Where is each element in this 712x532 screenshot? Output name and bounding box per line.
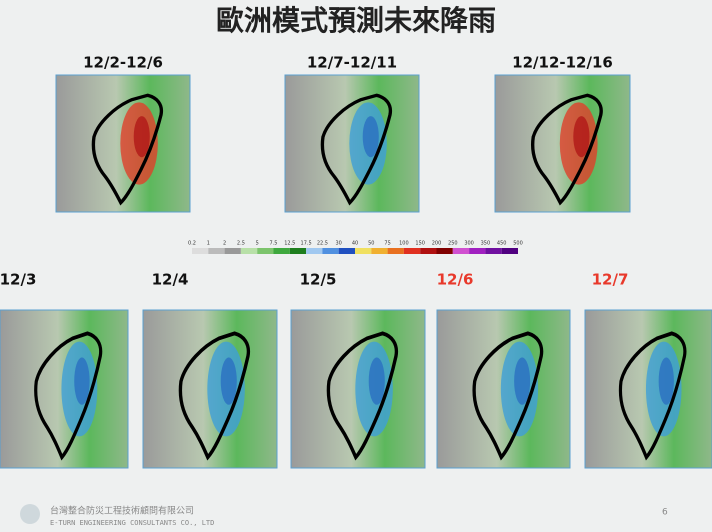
rain-core xyxy=(514,357,531,405)
legend-tick: 12.5 xyxy=(284,241,295,247)
rain-map xyxy=(290,309,426,469)
legend-swatch xyxy=(485,248,502,254)
legend-tick: 350 xyxy=(481,241,491,247)
legend-tick: 75 xyxy=(384,241,390,247)
legend-swatch xyxy=(469,248,486,254)
legend-swatch xyxy=(452,248,470,254)
legend-swatch xyxy=(420,248,437,254)
legend-tick: 2 xyxy=(223,241,226,247)
day-label: 12/3 xyxy=(0,271,36,289)
legend-swatch xyxy=(436,248,453,254)
legend-swatch xyxy=(322,248,339,254)
company-name-en: E-TURN ENGINEERING CONSULTANTS CO., LTD xyxy=(50,519,214,527)
rain-map xyxy=(55,74,191,213)
slide-title: 歐洲模式預測未來降雨 xyxy=(216,4,496,37)
day-label: 12/6 xyxy=(437,271,474,289)
legend-swatch xyxy=(192,248,209,254)
legend-tick: 100 xyxy=(399,241,409,247)
legend-tick: 30 xyxy=(336,241,342,247)
legend-tick: 2.5 xyxy=(237,241,245,247)
rain-core xyxy=(362,116,379,158)
legend-tick: 1 xyxy=(207,241,210,247)
rain-core xyxy=(133,116,150,158)
rain-core xyxy=(573,116,590,158)
legend-swatch xyxy=(403,248,421,254)
legend-tick: 300 xyxy=(464,241,474,247)
legend-swatch xyxy=(208,248,225,254)
legend-tick: 200 xyxy=(432,241,442,247)
legend-tick: 22.5 xyxy=(317,241,328,247)
rain-map xyxy=(494,74,631,213)
rain-map xyxy=(284,74,420,213)
rain-map xyxy=(436,309,571,469)
legend-swatch xyxy=(273,248,290,254)
rain-map xyxy=(584,309,712,469)
legend-swatch xyxy=(355,248,372,254)
legend-tick: 17.5 xyxy=(301,241,312,247)
legend-swatch xyxy=(257,248,274,254)
rain-core xyxy=(368,357,385,405)
rain-map xyxy=(0,309,129,469)
legend-tick: 250 xyxy=(448,241,458,247)
legend-tick: 40 xyxy=(352,241,358,247)
day-label: 12/4 xyxy=(152,271,189,289)
legend-swatch xyxy=(306,248,323,254)
page-number: 6 xyxy=(662,508,668,518)
legend-swatch xyxy=(224,248,241,254)
period-label: 12/2-12/6 xyxy=(83,54,163,72)
legend-tick: 150 xyxy=(415,241,425,247)
legend-tick: 7.5 xyxy=(270,241,278,247)
legend-swatch xyxy=(387,248,404,254)
rain-core xyxy=(220,357,237,405)
rain-core xyxy=(74,357,90,405)
legend-swatch xyxy=(371,248,388,254)
company-logo xyxy=(20,504,40,524)
period-label: 12/7-12/11 xyxy=(307,54,397,72)
legend-tick: 500 xyxy=(513,241,523,247)
day-label: 12/7 xyxy=(592,271,629,289)
map-bg xyxy=(284,74,420,213)
legend-tick: 5 xyxy=(256,241,259,247)
rain-map xyxy=(142,309,278,469)
legend-tick: 0.2 xyxy=(188,241,196,247)
legend-swatch xyxy=(338,248,355,254)
period-label: 12/12-12/16 xyxy=(512,54,613,72)
legend-tick: 50 xyxy=(368,241,374,247)
legend-swatch xyxy=(289,248,307,254)
legend-swatch xyxy=(240,248,258,254)
legend-tick: 450 xyxy=(497,241,507,247)
legend-swatch xyxy=(501,248,518,254)
company-name: 台灣整合防災工程技術顧問有限公司 xyxy=(50,505,194,517)
day-label: 12/5 xyxy=(300,271,337,289)
rain-core xyxy=(658,357,674,405)
